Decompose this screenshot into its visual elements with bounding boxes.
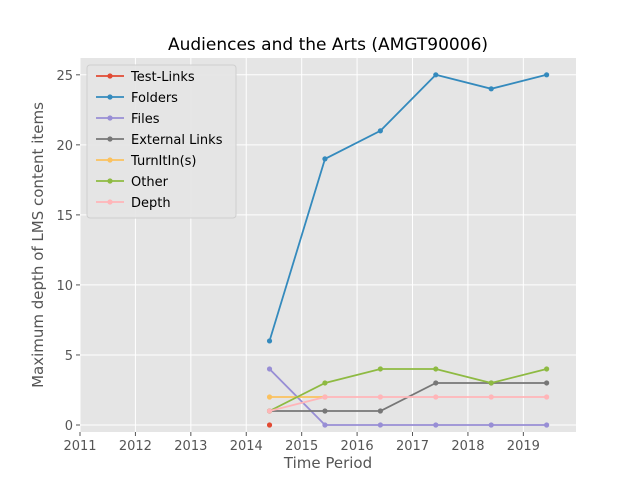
data-point <box>377 128 383 134</box>
data-point <box>322 380 328 386</box>
legend-marker <box>107 199 113 205</box>
y-tick-label: 0 <box>65 419 73 434</box>
legend-item: Folders <box>96 91 178 106</box>
data-point <box>433 422 439 428</box>
legend-item: Depth <box>96 196 171 211</box>
data-point <box>544 422 550 428</box>
x-axis-ticks: 2011 2012 2013 2014 2015 2016 2017 2018 2019 <box>63 432 540 454</box>
legend-label: Files <box>131 112 160 127</box>
data-point <box>433 380 439 386</box>
series-line <box>269 396 547 412</box>
legend-label: Depth <box>131 196 171 211</box>
data-point <box>488 86 494 92</box>
legend-item: TurnItIn(s) <box>96 154 196 169</box>
data-point <box>377 394 383 400</box>
series-test-links <box>266 422 273 428</box>
y-tick-label: 15 <box>56 209 73 224</box>
data-point <box>488 422 494 428</box>
x-tick-label: 2015 <box>285 439 318 454</box>
x-tick-label: 2013 <box>174 439 207 454</box>
data-point <box>544 366 550 372</box>
series-folders <box>266 72 550 344</box>
y-tick-label: 20 <box>56 139 73 154</box>
data-point <box>377 408 383 414</box>
data-point <box>377 366 383 372</box>
legend-item: Files <box>96 112 160 127</box>
series-files <box>266 366 550 428</box>
legend-label: TurnItIn(s) <box>130 154 196 169</box>
x-tick-label: 2014 <box>230 439 263 454</box>
data-point <box>322 156 328 162</box>
data-point <box>266 394 273 400</box>
x-axis-label: Time Period <box>283 454 372 472</box>
x-tick-label: 2017 <box>396 439 429 454</box>
series-line <box>269 368 547 412</box>
legend-item: External Links <box>96 133 223 148</box>
data-point <box>544 394 550 400</box>
legend-marker <box>107 178 113 184</box>
data-point <box>266 422 273 428</box>
data-point <box>266 408 273 414</box>
series-depth <box>266 394 550 414</box>
data-point <box>322 408 328 414</box>
x-tick-label: 2019 <box>507 439 540 454</box>
legend-marker <box>107 157 113 163</box>
series-line <box>268 368 547 426</box>
legend-label: Test-Links <box>130 70 195 85</box>
legend-item: Other <box>96 175 169 190</box>
y-tick-label: 5 <box>65 349 73 364</box>
x-tick-label: 2011 <box>63 439 96 454</box>
data-point <box>488 394 494 400</box>
data-point <box>266 338 273 344</box>
legend-marker <box>107 73 113 79</box>
x-tick-label: 2018 <box>451 439 484 454</box>
legend-marker <box>107 136 113 142</box>
legend-label: External Links <box>131 133 223 148</box>
data-point <box>433 72 439 78</box>
data-point <box>322 422 328 428</box>
legend: Test-Links Folders Files External Links Turn… <box>86 64 237 219</box>
legend-label: Other <box>131 175 169 190</box>
data-point <box>377 422 383 428</box>
y-tick-label: 25 <box>56 69 73 84</box>
y-axis-label: Maximum depth of LMS content items <box>29 102 47 388</box>
data-point <box>544 380 550 386</box>
y-tick-label: 10 <box>56 279 73 294</box>
x-tick-label: 2012 <box>119 439 152 454</box>
legend-item: Test-Links <box>96 70 195 85</box>
data-point <box>488 380 494 386</box>
chart-title: Audiences and the Arts (AMGT90006) <box>168 35 488 55</box>
x-tick-label: 2016 <box>341 439 374 454</box>
series-layer <box>266 72 550 428</box>
data-point <box>544 72 550 78</box>
y-axis-ticks: 0 5 10 15 20 25 <box>56 69 80 434</box>
data-point <box>266 366 273 372</box>
legend-marker <box>107 94 113 100</box>
data-point <box>322 394 328 400</box>
legend-box <box>86 64 237 219</box>
series-line <box>268 73 547 342</box>
data-point <box>433 366 439 372</box>
legend-label: Folders <box>131 91 178 106</box>
legend-marker <box>107 115 113 121</box>
data-point <box>433 394 439 400</box>
